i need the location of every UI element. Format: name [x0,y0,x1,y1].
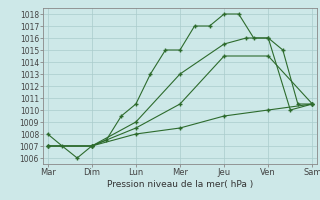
X-axis label: Pression niveau de la mer( hPa ): Pression niveau de la mer( hPa ) [107,180,253,189]
